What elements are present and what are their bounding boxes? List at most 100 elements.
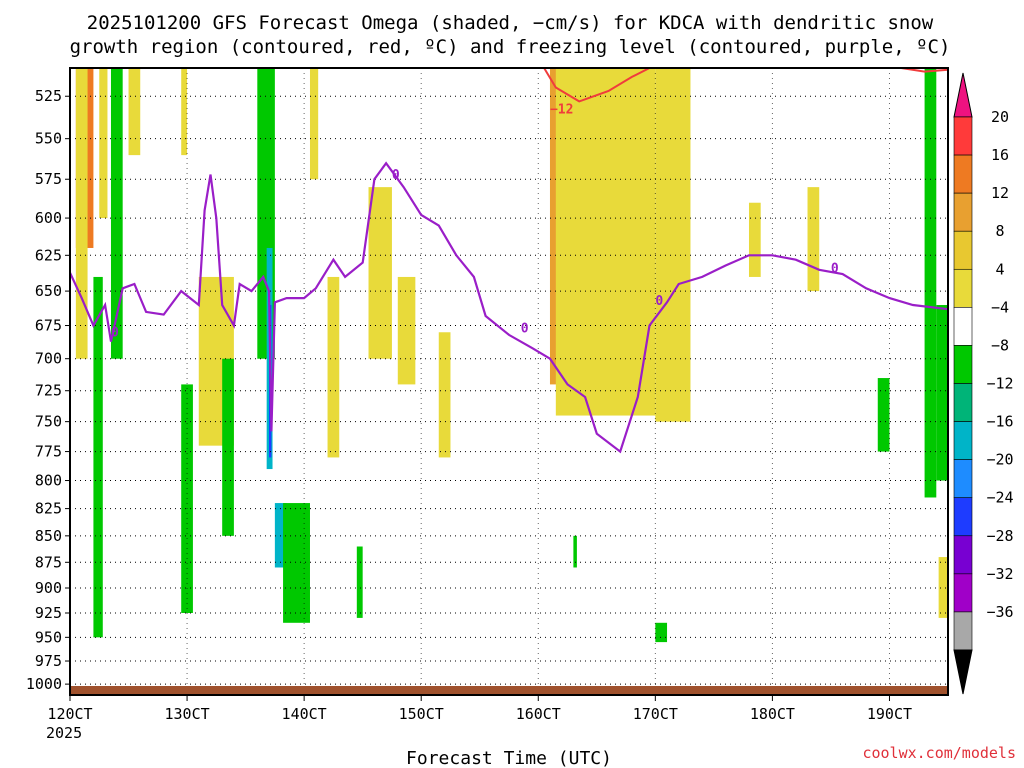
omega-cell <box>397 276 416 385</box>
colorbar-top-arrow <box>953 72 973 118</box>
y-tick-label: 700 <box>35 350 62 368</box>
colorbar-label: −16 <box>986 413 1013 431</box>
y-tick-label: 825 <box>35 500 62 518</box>
omega-cell <box>938 557 948 618</box>
y-tick-label: 900 <box>35 579 62 597</box>
freezing-level-label: 0 <box>392 168 400 183</box>
y-tick-label: 1000 <box>26 675 62 693</box>
colorbar-swatch <box>953 535 973 575</box>
y-tick-label: 525 <box>35 87 62 105</box>
colorbar-swatch <box>953 611 973 651</box>
x-tick-label: 140CT <box>282 705 327 723</box>
colorbar-swatch <box>953 383 973 422</box>
y-tick-label: 800 <box>35 472 62 490</box>
omega-shading <box>75 68 948 643</box>
colorbar-swatch <box>953 192 973 232</box>
y-tick-label: 850 <box>35 527 62 545</box>
omega-cell <box>655 68 691 422</box>
colorbar-label: 8 <box>995 222 1004 240</box>
omega-cell <box>75 68 88 359</box>
omega-cell <box>327 276 340 458</box>
colorbar-swatch <box>953 154 973 194</box>
freezing-level-label: 0 <box>521 321 529 336</box>
freezing-level-label: 0 <box>111 325 119 340</box>
colorbar-swatch <box>953 307 973 346</box>
omega-cell <box>222 358 234 536</box>
colorbar-swatch <box>953 573 973 613</box>
y-tick-label: 600 <box>35 209 62 227</box>
omega-cell <box>93 276 103 638</box>
y-axis-ticks: 525 550 575 600 625 650 675 700 725 750 775 800 825 8… <box>26 87 70 693</box>
omega-cell <box>181 68 188 156</box>
year-label: 2025 <box>46 724 82 742</box>
y-tick-label: 550 <box>35 130 62 148</box>
y-tick-label: 875 <box>35 553 62 571</box>
colorbar-label: 16 <box>991 146 1009 164</box>
colorbar-label: −36 <box>986 603 1013 621</box>
omega-cell <box>309 68 319 180</box>
dendritic-contour-right <box>901 67 949 73</box>
y-tick-label: 775 <box>35 443 62 461</box>
x-tick-label: 190CT <box>867 705 912 723</box>
colorbar-label: −24 <box>986 489 1013 507</box>
x-tick-label: 120CT <box>47 705 92 723</box>
omega-cell <box>110 68 123 359</box>
colorbar-swatch <box>953 268 973 308</box>
omega-cell <box>748 202 761 277</box>
y-tick-label: 975 <box>35 652 62 670</box>
plot-frame <box>69 67 949 696</box>
x-axis-ticks: 120CT 130CT 140CT 150CT 160CT 170CT 180CT 190CT <box>47 695 912 723</box>
colorbar-label: −20 <box>986 451 1013 469</box>
omega-cell <box>573 535 577 568</box>
x-tick-label: 130CT <box>164 705 209 723</box>
colorbar: 20 16 12 8 4 −4 −8 −12 −16 −20 −24 −28 −32 −36 <box>953 72 1014 695</box>
omega-cell <box>877 378 890 452</box>
chart-title-line1: 2025101200 GFS Forecast Omega (shaded, −… <box>87 12 934 34</box>
terrain-bar <box>70 686 948 695</box>
freezing-level-label: 0 <box>831 262 839 277</box>
omega-cell <box>936 305 948 481</box>
omega-cell <box>555 68 656 416</box>
omega-cell <box>128 68 141 156</box>
x-tick-label: 170CT <box>633 705 678 723</box>
omega-cell <box>655 622 668 643</box>
colorbar-label: −32 <box>986 565 1013 583</box>
colorbar-swatch <box>953 459 973 499</box>
y-tick-label: 625 <box>35 246 62 264</box>
y-tick-label: 675 <box>35 317 62 335</box>
colorbar-label: −4 <box>991 298 1009 316</box>
colorbar-label: 4 <box>995 260 1004 278</box>
freezing-level-label: 0 <box>655 294 663 309</box>
y-tick-label: 650 <box>35 282 62 300</box>
x-axis-label: Forecast Time (UTC) <box>406 748 612 768</box>
dendritic-contour-label: −12 <box>550 102 573 117</box>
x-tick-label: 160CT <box>516 705 561 723</box>
y-tick-label: 575 <box>35 170 62 188</box>
x-tick-label: 180CT <box>750 705 795 723</box>
colorbar-label: 12 <box>991 184 1009 202</box>
omega-cell <box>283 503 310 623</box>
colorbar-label: −12 <box>986 375 1013 393</box>
colorbar-swatch <box>953 230 973 270</box>
terrain-strip <box>70 686 948 695</box>
omega-cell <box>807 187 820 292</box>
y-tick-label: 725 <box>35 382 62 400</box>
omega-cell <box>924 68 937 498</box>
omega-cell <box>99 68 108 219</box>
chart-title-line2: growth region (contoured, red, ºC) and f… <box>70 36 951 58</box>
colorbar-swatch <box>953 421 973 460</box>
omega-cell <box>356 546 363 618</box>
omega-cell <box>438 332 451 458</box>
dendritic-contour <box>543 67 650 103</box>
colorbar-bottom-arrow <box>953 649 973 695</box>
omega-cell <box>274 503 287 568</box>
colorbar-swatch <box>953 497 973 537</box>
colorbar-label: −28 <box>986 527 1013 545</box>
y-tick-label: 750 <box>35 413 62 431</box>
colorbar-label: 20 <box>991 108 1009 126</box>
omega-cell <box>368 187 392 359</box>
freezing-level-contour <box>69 161 949 454</box>
credit-label: coolwx.com/models <box>862 744 1016 762</box>
x-tick-label: 150CT <box>399 705 444 723</box>
